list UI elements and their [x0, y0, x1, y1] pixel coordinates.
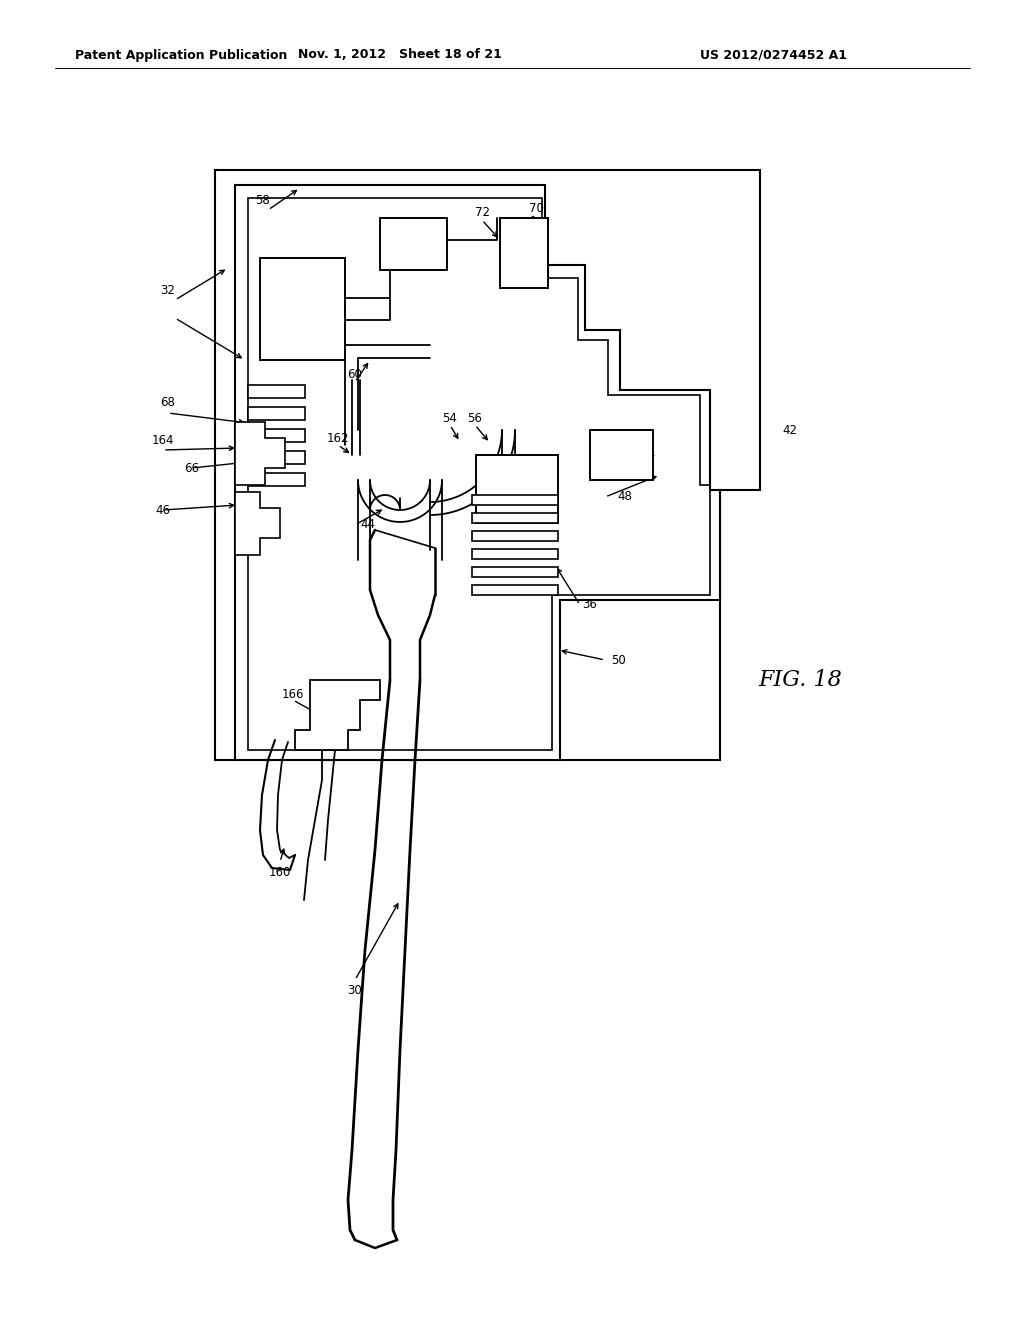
Text: 54: 54: [442, 412, 458, 425]
Text: 58: 58: [255, 194, 269, 206]
Bar: [590, 430, 653, 480]
Bar: [472, 513, 558, 523]
Text: 30: 30: [347, 983, 362, 997]
Text: 166: 166: [282, 689, 304, 701]
Text: 164: 164: [152, 433, 174, 446]
Text: FIG. 18: FIG. 18: [758, 669, 842, 690]
Text: 68: 68: [161, 396, 175, 409]
Text: 49: 49: [509, 483, 525, 495]
Text: 44: 44: [360, 519, 376, 532]
Text: 62: 62: [294, 302, 310, 315]
Text: 64: 64: [406, 238, 421, 251]
Text: 60: 60: [347, 368, 362, 381]
Bar: [380, 218, 447, 271]
Polygon shape: [234, 492, 280, 554]
Bar: [500, 218, 548, 288]
Text: Nov. 1, 2012   Sheet 18 of 21: Nov. 1, 2012 Sheet 18 of 21: [298, 49, 502, 62]
Text: US 2012/0274452 A1: US 2012/0274452 A1: [700, 49, 847, 62]
Bar: [472, 531, 558, 541]
Text: 46: 46: [156, 503, 171, 516]
Polygon shape: [234, 185, 720, 760]
Text: 70: 70: [516, 247, 532, 260]
Bar: [472, 585, 558, 595]
Text: Patent Application Publication: Patent Application Publication: [75, 49, 288, 62]
Text: 48: 48: [617, 491, 633, 503]
Text: 52: 52: [613, 449, 629, 462]
Bar: [248, 385, 305, 399]
Text: 40: 40: [617, 449, 633, 462]
Bar: [472, 568, 558, 577]
Polygon shape: [234, 422, 285, 484]
Text: 36: 36: [583, 598, 597, 611]
Text: 66: 66: [184, 462, 200, 474]
Polygon shape: [295, 680, 380, 750]
Text: 72: 72: [474, 206, 489, 219]
Text: 64: 64: [406, 238, 421, 251]
Bar: [472, 549, 558, 558]
Bar: [476, 455, 558, 523]
Text: 56: 56: [468, 412, 482, 425]
Text: 42: 42: [782, 424, 798, 437]
Text: 50: 50: [610, 653, 626, 667]
Polygon shape: [215, 170, 760, 760]
Text: 160: 160: [269, 866, 291, 879]
Text: 49: 49: [510, 483, 524, 495]
Text: 32: 32: [161, 284, 175, 297]
Text: 70: 70: [528, 202, 544, 214]
Bar: [472, 495, 558, 506]
Bar: [248, 429, 305, 442]
Bar: [248, 407, 305, 420]
Text: 162: 162: [327, 432, 349, 445]
Text: 62: 62: [295, 302, 309, 315]
Bar: [248, 473, 305, 486]
Bar: [248, 451, 305, 465]
Text: 168: 168: [324, 689, 346, 701]
Bar: [260, 257, 345, 360]
Text: 52: 52: [613, 449, 629, 462]
